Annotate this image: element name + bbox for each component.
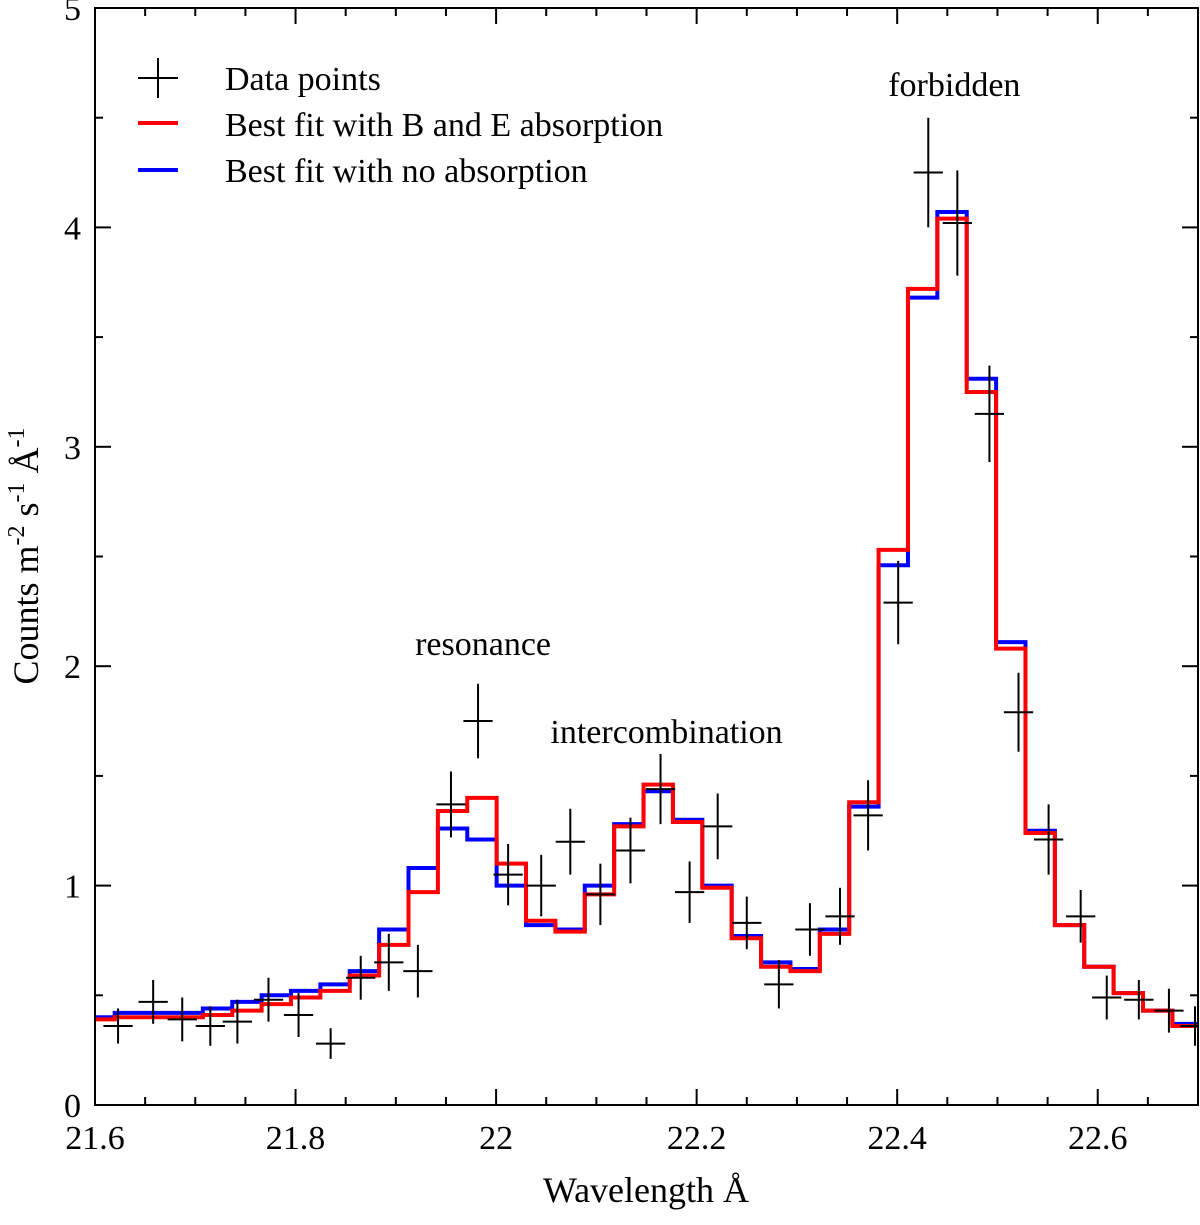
x-tick-label: 22.6 <box>1068 1120 1128 1157</box>
series-no-absorption-line <box>95 210 1198 1026</box>
data-point <box>138 979 168 1024</box>
x-tick-label: 21.8 <box>266 1120 326 1157</box>
data-point <box>853 780 883 851</box>
y-axis-label-exp3: -1 <box>4 427 30 447</box>
data-point <box>974 365 1005 463</box>
data-point <box>253 977 284 1022</box>
x-tick-label: 22.2 <box>667 1120 727 1157</box>
y-tick-label: 3 <box>64 430 81 467</box>
data-point <box>645 753 676 825</box>
annotation-forbidden: forbidden <box>888 67 1020 104</box>
data-point <box>526 854 556 917</box>
data-point <box>222 999 253 1044</box>
y-axis-label-exp1: -2 <box>4 525 30 545</box>
y-tick-label: 5 <box>64 0 81 28</box>
series-layer <box>95 117 1198 1059</box>
data-point <box>195 1006 225 1046</box>
data-point <box>555 808 585 875</box>
annotation-layer: resonance intercombination forbidden <box>415 67 1020 751</box>
data-point <box>825 887 855 945</box>
legend-label-no-absorption: Best fit with no absorption <box>225 153 588 190</box>
y-axis-label-unit: Å <box>6 447 46 482</box>
data-point <box>1033 804 1064 875</box>
data-point <box>1154 988 1184 1033</box>
x-tick-label: 22 <box>479 1120 513 1157</box>
data-point <box>1003 672 1034 752</box>
legend: Data points Best fit with B and E absorp… <box>138 58 663 190</box>
legend-entry-absorption: Best fit with B and E absorption <box>138 107 663 144</box>
x-axis-label: Wavelength Å <box>543 1170 749 1210</box>
x-tick-label: 22.4 <box>867 1120 927 1157</box>
data-point <box>436 771 466 838</box>
data-point <box>403 944 433 998</box>
data-point <box>103 1008 133 1044</box>
data-point <box>585 863 616 926</box>
annotation-intercombination: intercombination <box>550 714 782 751</box>
y-tick-label: 4 <box>64 210 81 247</box>
data-point <box>167 997 197 1042</box>
data-point <box>764 960 794 1009</box>
data-point <box>615 817 646 884</box>
data-point <box>493 843 523 906</box>
data-point <box>795 903 825 956</box>
data-point <box>732 896 762 950</box>
y-axis-label: Counts m-2 s-1 Å-1 <box>4 427 46 684</box>
data-point <box>283 993 314 1037</box>
legend-entry-data: Data points <box>138 58 381 98</box>
data-point <box>1180 1006 1198 1046</box>
data-point <box>1066 889 1096 943</box>
x-tick-label: 21.6 <box>65 1120 125 1157</box>
y-tick-label: 2 <box>64 649 81 686</box>
data-point <box>703 793 733 860</box>
y-axis-label-exp2: -1 <box>4 482 30 502</box>
y-axis-label-mid: s <box>6 502 46 525</box>
legend-label-absorption: Best fit with B and E absorption <box>225 107 663 144</box>
data-point <box>316 1028 346 1059</box>
data-point <box>1092 975 1122 1020</box>
legend-entry-no-absorption: Best fit with no absorption <box>138 153 588 190</box>
y-tick-label: 0 <box>64 1088 81 1125</box>
legend-label-data: Data points <box>225 61 381 98</box>
data-point <box>913 117 943 228</box>
annotation-resonance: resonance <box>415 626 551 663</box>
data-point <box>346 955 376 1000</box>
data-point <box>883 560 913 645</box>
data-point <box>463 683 493 759</box>
data-point <box>1124 979 1154 1020</box>
data-point <box>942 170 972 276</box>
data-point <box>374 933 404 991</box>
data-point <box>674 861 705 923</box>
series-absorption-line <box>95 216 1198 1029</box>
y-tick-label: 1 <box>64 869 81 906</box>
ticks-layer: 21.6 21.8 22 22.2 22.4 22.6 0 1 2 3 4 5 <box>64 0 1199 1157</box>
y-axis-label-base: Counts m <box>6 545 46 684</box>
